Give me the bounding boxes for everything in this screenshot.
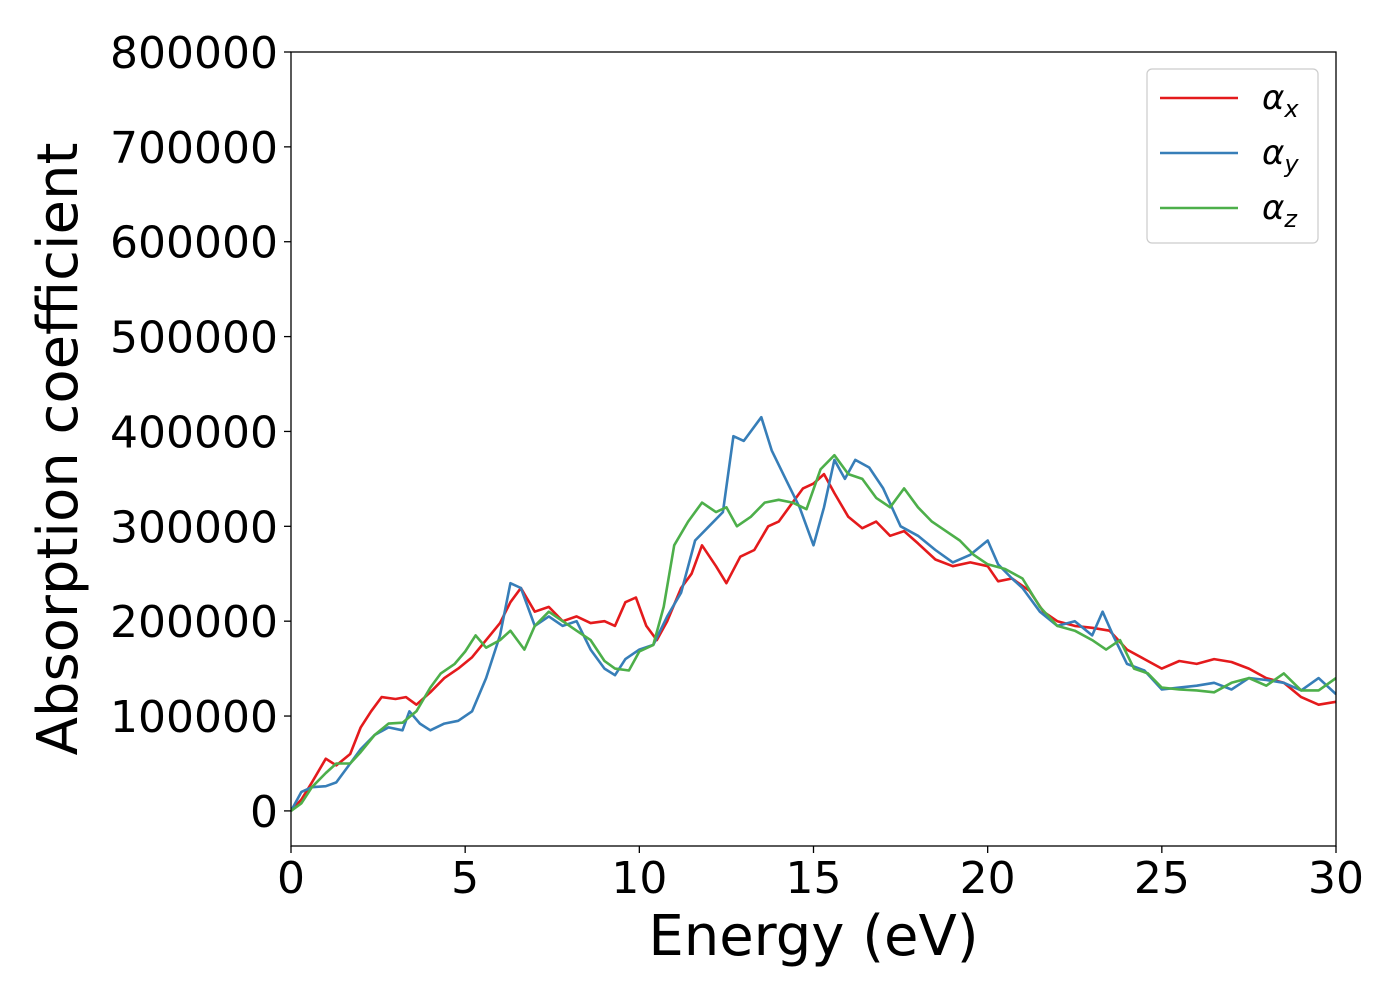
x-tick-label: 30 bbox=[1308, 853, 1364, 904]
y-tick-label: 200000 bbox=[110, 597, 278, 648]
x-tick-label: 0 bbox=[277, 853, 305, 904]
x-tick-label: 10 bbox=[611, 853, 667, 904]
y-tick-label: 800000 bbox=[110, 28, 278, 79]
series-line-x bbox=[291, 472, 1336, 812]
x-tick-label: 20 bbox=[960, 853, 1016, 904]
x-tick-label: 25 bbox=[1134, 853, 1190, 904]
legend-box bbox=[1146, 68, 1319, 244]
x-axis-title: Energy (eV) bbox=[648, 904, 978, 969]
y-tick-label: 600000 bbox=[110, 218, 278, 269]
y-axis: 0 100000 200000 300000 400000 500000 600000 700… bbox=[110, 28, 291, 838]
y-tick-label: 0 bbox=[250, 787, 278, 838]
y-tick-label: 400000 bbox=[110, 407, 278, 458]
y-axis-title: Absorption coefficient bbox=[26, 143, 91, 756]
x-tick-label: 5 bbox=[451, 853, 479, 904]
y-tick-label: 300000 bbox=[110, 502, 278, 553]
series-layer bbox=[291, 415, 1336, 812]
y-tick-label: 100000 bbox=[110, 692, 278, 743]
y-tick-label: 500000 bbox=[110, 313, 278, 364]
x-axis: 0 5 10 15 20 25 30 bbox=[277, 846, 1364, 904]
y-tick-label: 700000 bbox=[110, 123, 278, 174]
x-tick-label: 15 bbox=[786, 853, 842, 904]
series-line-y bbox=[291, 415, 1336, 812]
series-line-z bbox=[291, 453, 1336, 812]
